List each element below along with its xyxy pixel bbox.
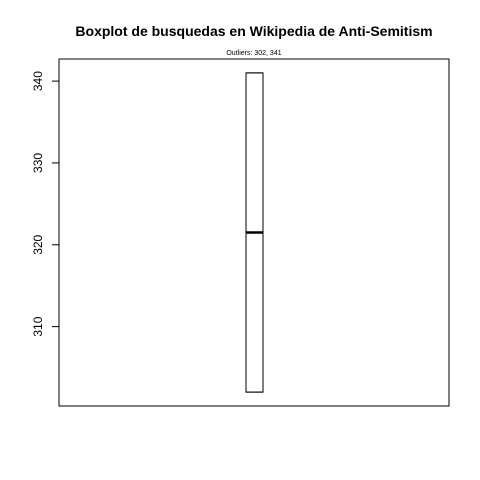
y-axis: 310 320 330 340: [31, 71, 59, 337]
box-group: [245, 72, 264, 393]
y-tick-label-340: 340: [31, 71, 45, 91]
y-tick-label-310: 310: [31, 316, 45, 336]
y-tick-label-320: 320: [31, 234, 45, 254]
plot-frame: [58, 58, 450, 407]
y-tick-label-330: 330: [31, 153, 45, 173]
chart-title: Boxplot de busquedas en Wikipedia de Ant…: [75, 23, 432, 39]
chart-subtitle: Outliers: 302, 341: [226, 50, 281, 57]
